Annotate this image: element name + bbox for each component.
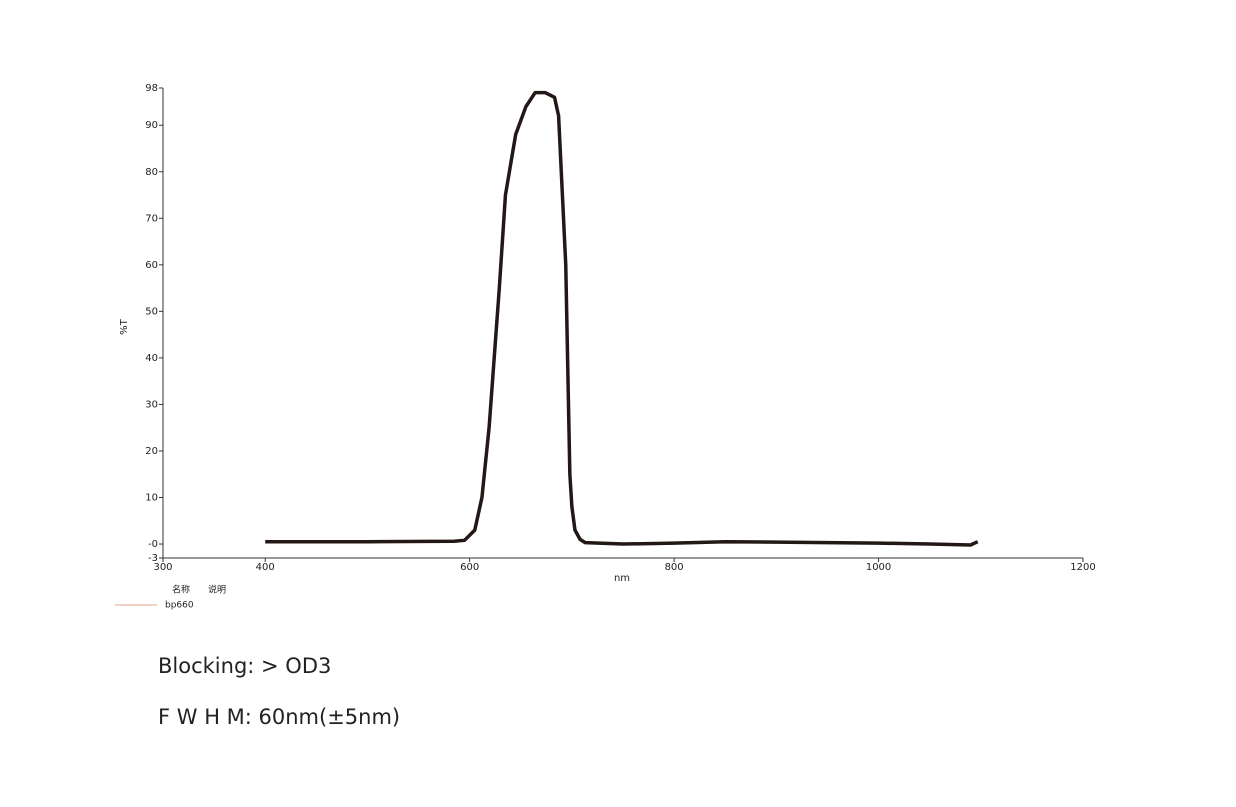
note: F W H M: 60nm(±5nm) bbox=[158, 705, 400, 729]
y-axis-label: %T bbox=[119, 318, 130, 335]
legend-header: 名称 bbox=[172, 584, 190, 596]
series-line bbox=[265, 90, 979, 547]
y-tick-label: -0 bbox=[148, 539, 158, 550]
y-tick-label: 80 bbox=[145, 167, 158, 178]
y-tick-label: -3 bbox=[148, 553, 158, 564]
y-tick-label: 20 bbox=[145, 446, 158, 457]
note: Blocking: > OD3 bbox=[158, 654, 331, 678]
x-tick-label: 300 bbox=[153, 562, 172, 573]
y-tick-label: 40 bbox=[145, 353, 158, 364]
legend-header: 说明 bbox=[208, 584, 226, 596]
x-tick-label: 600 bbox=[460, 562, 479, 573]
legend-label: bp660 bbox=[165, 601, 194, 611]
x-tick-label: 400 bbox=[256, 562, 275, 573]
y-tick-label: 10 bbox=[145, 493, 158, 504]
y-tick-label: 98 bbox=[145, 83, 158, 94]
y-tick-label: 70 bbox=[145, 213, 158, 224]
x-tick-label: 800 bbox=[665, 562, 684, 573]
y-tick-label: 90 bbox=[145, 120, 158, 131]
y-tick-label: 50 bbox=[145, 306, 158, 317]
x-axis-label: nm bbox=[614, 573, 630, 584]
x-tick-label: 1000 bbox=[866, 562, 891, 573]
y-tick-label: 30 bbox=[145, 399, 158, 410]
y-tick-label: 60 bbox=[145, 260, 158, 271]
x-tick-label: 1200 bbox=[1070, 562, 1095, 573]
